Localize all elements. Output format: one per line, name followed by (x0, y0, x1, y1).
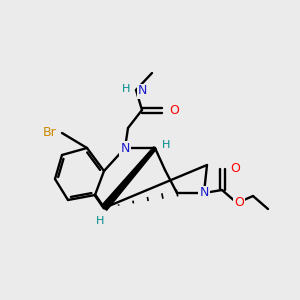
Text: O: O (234, 196, 244, 208)
Text: Br: Br (42, 127, 56, 140)
Text: H: H (162, 140, 170, 150)
Text: N: N (199, 187, 209, 200)
Text: H: H (122, 84, 130, 94)
Text: O: O (230, 163, 240, 176)
Text: H: H (96, 216, 104, 226)
Text: N: N (138, 85, 147, 98)
Polygon shape (101, 147, 156, 210)
Text: N: N (120, 142, 130, 154)
Text: O: O (169, 103, 179, 116)
